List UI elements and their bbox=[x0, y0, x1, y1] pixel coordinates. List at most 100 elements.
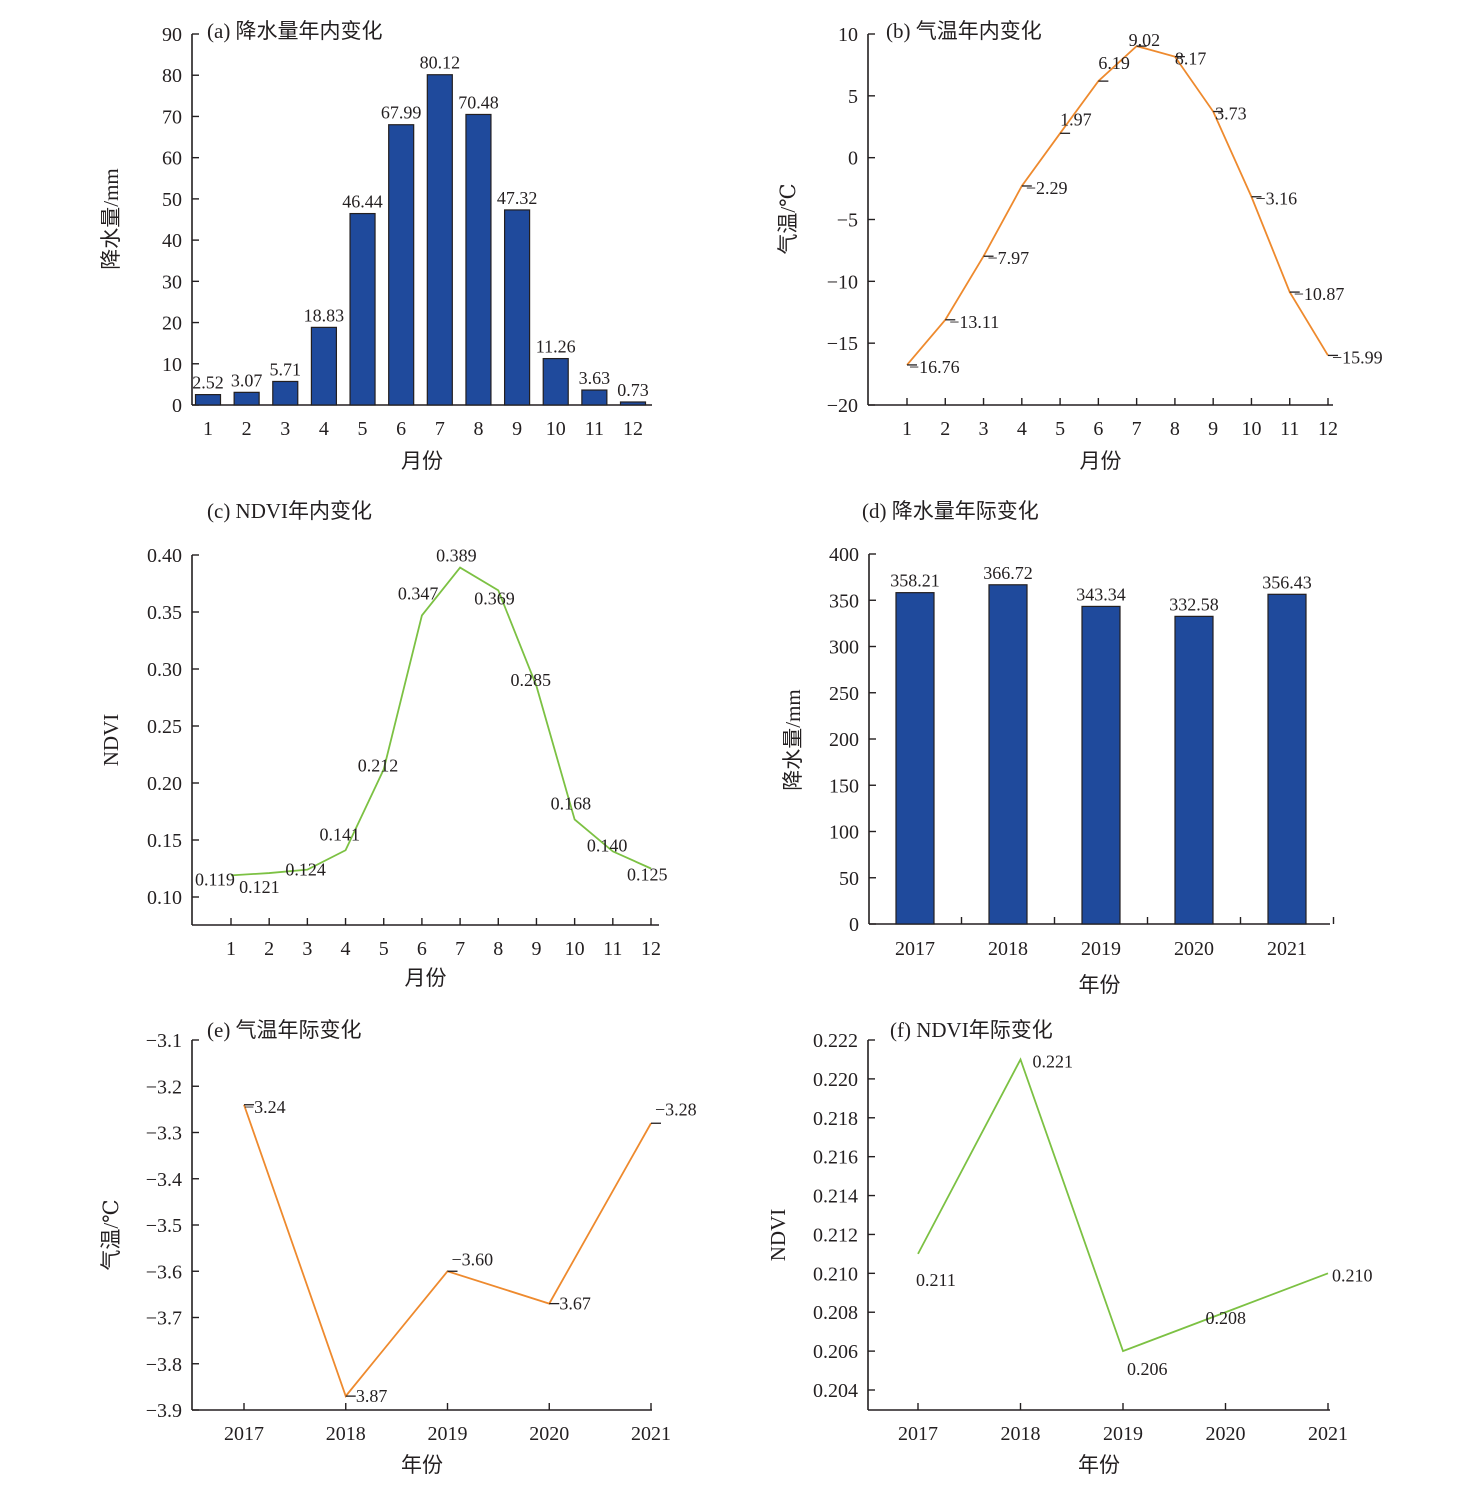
y-tick-label: 300 bbox=[829, 637, 859, 659]
y-tick-label: 0.206 bbox=[813, 1341, 858, 1363]
y-tick-label: 0.212 bbox=[813, 1224, 858, 1246]
x-tick-label: 1 bbox=[902, 418, 912, 440]
y-tick-label: 0.35 bbox=[147, 602, 182, 624]
panel-title: (e) 气温年际变化 bbox=[207, 1018, 362, 1042]
x-tick-label: 10 bbox=[546, 418, 566, 440]
bar-9 bbox=[503, 209, 531, 406]
bar-3 bbox=[272, 380, 299, 406]
bar-value-label: 3.63 bbox=[579, 368, 611, 388]
y-tick-label: 0.218 bbox=[813, 1108, 858, 1130]
bar-value-label: 46.44 bbox=[342, 192, 383, 212]
x-tick-label: 2017 bbox=[224, 1423, 264, 1445]
x-tick-label: 9 bbox=[1208, 418, 1218, 440]
y-tick-label: 0.220 bbox=[813, 1069, 858, 1091]
point-value-label: 0.211 bbox=[916, 1270, 956, 1290]
x-tick-label: 5 bbox=[358, 418, 368, 440]
x-tick-label: 2021 bbox=[1308, 1423, 1348, 1445]
x-tick-label: 1 bbox=[226, 938, 236, 960]
y-tick-label: −3.3 bbox=[146, 1123, 182, 1145]
y-tick-label: −3.1 bbox=[146, 1030, 182, 1052]
x-tick-label: 9 bbox=[512, 418, 522, 440]
x-tick-label: 2019 bbox=[428, 1423, 468, 1445]
y-tick-label: 0.222 bbox=[813, 1030, 858, 1052]
y-tick-label: 100 bbox=[829, 822, 859, 844]
y-tick-label: 20 bbox=[162, 313, 182, 335]
x-tick-label: 4 bbox=[1017, 418, 1027, 440]
y-tick-label: 0.216 bbox=[813, 1147, 858, 1169]
point-value-label: −3.16 bbox=[1255, 189, 1297, 209]
y-tick-label: −5 bbox=[837, 210, 858, 232]
y-tick-label: −10 bbox=[827, 271, 858, 293]
y-tick-label: 0.210 bbox=[813, 1263, 858, 1285]
y-tick-label: 0.25 bbox=[147, 716, 182, 738]
point-value-label: 0.168 bbox=[551, 793, 592, 813]
point-value-label: −15.99 bbox=[1332, 347, 1383, 367]
bar-11 bbox=[581, 389, 608, 406]
x-axis-title: 月份 bbox=[1080, 449, 1122, 473]
bar-value-label: 80.12 bbox=[420, 53, 461, 73]
x-tick-label: 4 bbox=[341, 938, 351, 960]
point-value-label: 1.97 bbox=[1060, 109, 1092, 129]
x-tick-label: 2020 bbox=[1174, 938, 1214, 960]
y-tick-label: −3.5 bbox=[146, 1215, 182, 1237]
point-value-label: −3.67 bbox=[549, 1294, 591, 1314]
point-value-label: −10.87 bbox=[1294, 284, 1345, 304]
panel-title: (d) 降水量年际变化 bbox=[862, 499, 1039, 523]
x-tick-label: 2019 bbox=[1103, 1423, 1143, 1445]
y-tick-label: 0 bbox=[848, 148, 858, 170]
y-tick-label: 80 bbox=[162, 65, 182, 87]
bar-8 bbox=[465, 113, 492, 406]
x-tick-label: 2018 bbox=[988, 938, 1028, 960]
point-value-label: 0.141 bbox=[320, 824, 361, 844]
point-value-label: 0.221 bbox=[1033, 1051, 1074, 1071]
x-tick-label: 1 bbox=[203, 418, 213, 440]
point-value-label: −3.60 bbox=[452, 1249, 494, 1269]
panel-d-annual-precipitation: 0 50 100 150 200 250 300 350 400 2017 2018 2019 2020… bbox=[781, 499, 1335, 997]
y-axis-title: 降水量/mm bbox=[99, 168, 123, 270]
bar-value-label: 11.26 bbox=[536, 337, 576, 357]
x-tick-label: 2020 bbox=[1206, 1423, 1246, 1445]
x-tick-label: 10 bbox=[565, 938, 585, 960]
point-value-label: −2.29 bbox=[1026, 178, 1068, 198]
x-tick-label: 2021 bbox=[631, 1423, 671, 1445]
x-tick-label: 12 bbox=[1318, 418, 1338, 440]
x-tick-label: 3 bbox=[280, 418, 290, 440]
y-tick-label: 0.30 bbox=[147, 659, 182, 681]
y-axis-title: 气温/℃ bbox=[99, 1199, 123, 1270]
x-tick-label: 7 bbox=[435, 418, 445, 440]
y-axis-title: NDVI bbox=[99, 714, 123, 767]
y-tick-label: 0.40 bbox=[147, 545, 182, 567]
point-value-label: 0.369 bbox=[474, 588, 514, 608]
y-tick-label: 350 bbox=[829, 590, 859, 612]
y-tick-label: 250 bbox=[829, 683, 859, 705]
panel-title: (a) 降水量年内变化 bbox=[207, 19, 383, 43]
bar-2021 bbox=[1267, 593, 1307, 925]
x-axis-title: 年份 bbox=[1079, 973, 1121, 997]
x-tick-label: 2021 bbox=[1267, 938, 1307, 960]
point-value-label: 0.119 bbox=[195, 869, 235, 889]
bar-7 bbox=[426, 74, 453, 406]
bar-2017 bbox=[895, 592, 935, 925]
y-axis-title: 降水量/mm bbox=[781, 689, 805, 791]
point-value-label: −7.97 bbox=[988, 248, 1030, 268]
bar-value-label: 3.07 bbox=[231, 370, 263, 390]
bar-1 bbox=[194, 394, 222, 406]
y-axis-title: 气温/℃ bbox=[776, 183, 800, 254]
y-tick-label: −3.8 bbox=[146, 1354, 182, 1376]
bar-value-label: 2.52 bbox=[192, 373, 224, 393]
bar-10 bbox=[542, 357, 569, 406]
bar-6 bbox=[388, 124, 415, 406]
x-tick-label: 5 bbox=[1055, 418, 1065, 440]
y-tick-label: −3.7 bbox=[146, 1308, 182, 1330]
x-tick-label: 10 bbox=[1241, 418, 1261, 440]
series-line bbox=[230, 566, 652, 877]
y-tick-label: −15 bbox=[827, 333, 858, 355]
series-line bbox=[243, 1104, 652, 1398]
point-value-label: −3.87 bbox=[346, 1386, 388, 1406]
y-tick-label: 10 bbox=[162, 354, 182, 376]
x-axis-title: 月份 bbox=[401, 449, 443, 473]
panel-title: (c) NDVI年内变化 bbox=[207, 499, 372, 523]
